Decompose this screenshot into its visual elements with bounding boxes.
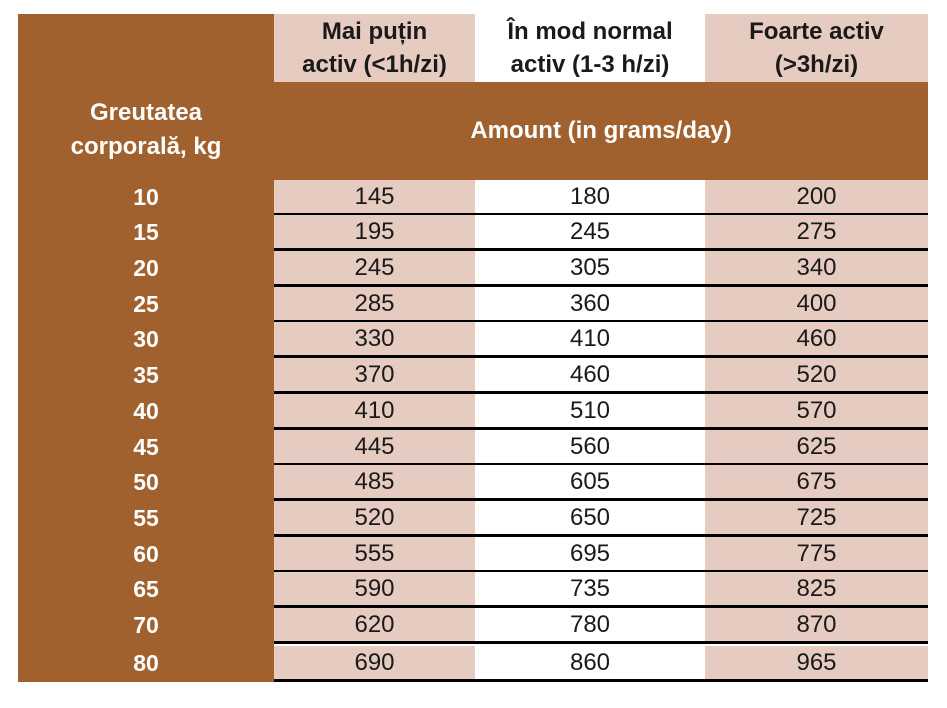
table-cell: 605: [475, 465, 705, 498]
row-separator: [274, 534, 928, 537]
table-cell: 520: [274, 501, 475, 534]
table-cell: 460: [705, 322, 928, 355]
row-separator: [274, 248, 928, 251]
row-separator: [274, 679, 928, 682]
row-separator: [274, 605, 928, 608]
table-cell: 370: [274, 358, 475, 391]
weight-label: 40: [133, 398, 159, 424]
table-cell: 485: [274, 465, 475, 498]
table-cell: 625: [705, 430, 928, 463]
table-cell: 410: [274, 394, 475, 427]
table-cell: 360: [475, 287, 705, 320]
table-cell: 735: [475, 572, 705, 605]
row-separator: [274, 320, 928, 323]
table-cell: 445: [274, 430, 475, 463]
table-cell: 690: [274, 646, 475, 679]
row-separator: [274, 570, 928, 573]
table-cell: 145: [274, 180, 475, 213]
weight-label: 45: [133, 434, 159, 460]
weight-label: 55: [133, 505, 159, 531]
table-cell: 870: [705, 608, 928, 641]
row-separator: [274, 463, 928, 466]
table-cell: 285: [274, 287, 475, 320]
table-cell: 305: [475, 251, 705, 284]
amount-header: Amount (in grams/day): [470, 117, 732, 144]
table-cell: 275: [705, 215, 928, 248]
table-cell: 780: [475, 608, 705, 641]
weight-label: 60: [133, 541, 159, 567]
table-cell: 520: [705, 358, 928, 391]
weight-label: 25: [133, 291, 159, 317]
weight-label: 80: [133, 650, 159, 676]
table-cell: 725: [705, 501, 928, 534]
column-header-normal-activity: În mod normal activ (1-3 h/zi): [475, 14, 705, 82]
row-separator: [274, 641, 928, 644]
column-header-high-activity: Foarte activ (>3h/zi): [705, 14, 928, 82]
table-cell: 330: [274, 322, 475, 355]
row-separator: [274, 355, 928, 358]
amount-header-band: [274, 82, 928, 180]
table-cell: 825: [705, 572, 928, 605]
column-header-low-activity: Mai puțin activ (<1h/zi): [274, 14, 475, 82]
row-separator: [274, 213, 928, 216]
row-separator: [274, 427, 928, 430]
table-cell: 400: [705, 287, 928, 320]
table-cell: 620: [274, 608, 475, 641]
table-cell: 570: [705, 394, 928, 427]
table-cell: 675: [705, 465, 928, 498]
weight-label: 10: [133, 184, 159, 210]
table-cell: 180: [475, 180, 705, 213]
weight-column-background: [18, 14, 274, 682]
table-cell: 555: [274, 537, 475, 570]
weight-label: 65: [133, 576, 159, 602]
weight-label: 35: [133, 362, 159, 388]
weight-label: 50: [133, 469, 159, 495]
table-cell: 695: [475, 537, 705, 570]
table-cell: 245: [475, 215, 705, 248]
row-separator: [274, 498, 928, 501]
table-cell: 245: [274, 251, 475, 284]
table-cell: 650: [475, 501, 705, 534]
table-cell: 340: [705, 251, 928, 284]
weight-label: 20: [133, 255, 159, 281]
weight-header: Greutatea corporală, kg: [70, 99, 222, 160]
table-cell: 590: [274, 572, 475, 605]
table-cell: 200: [705, 180, 928, 213]
row-separator: [274, 391, 928, 394]
table-cell: 965: [705, 646, 928, 679]
table-cell: 195: [274, 215, 475, 248]
table-cell: 510: [475, 394, 705, 427]
weight-label: 15: [133, 219, 159, 245]
table-cell: 460: [475, 358, 705, 391]
table-cell: 860: [475, 646, 705, 679]
table-cell: 410: [475, 322, 705, 355]
weight-label: 30: [133, 326, 159, 352]
table-cell: 560: [475, 430, 705, 463]
weight-label: 70: [133, 612, 159, 638]
row-separator: [274, 284, 928, 287]
table-cell: 775: [705, 537, 928, 570]
